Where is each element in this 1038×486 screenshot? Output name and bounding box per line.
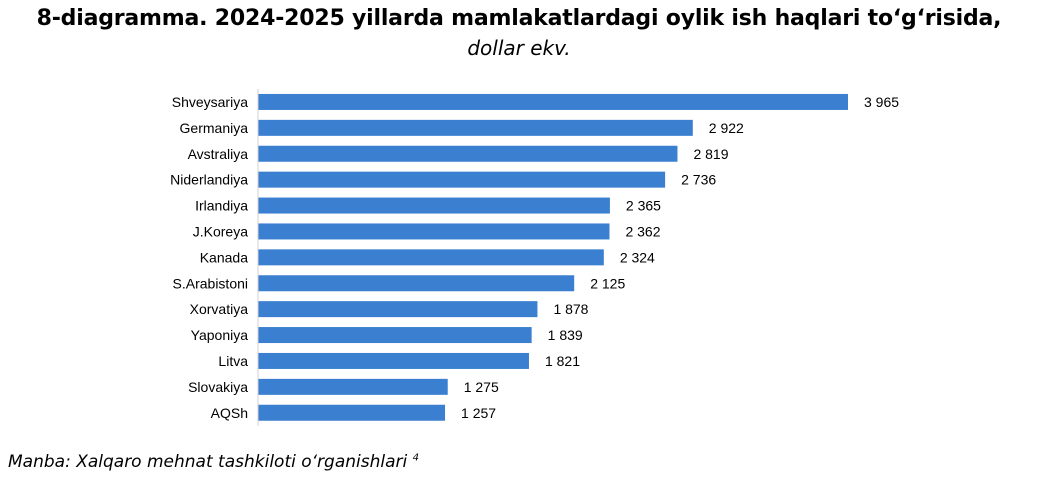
source-note: Manba: Xalqaro mehnat tashkiloti o‘rgani… [8,452,419,472]
value-label: 3 965 [864,94,899,110]
value-label: 2 922 [709,120,744,136]
bar [258,249,604,266]
bar [258,223,610,240]
value-label: 1 839 [548,327,583,343]
bar [258,145,678,162]
category-label: J.Koreya [193,223,248,239]
value-label: 1 878 [553,301,588,317]
category-label: Germaniya [180,120,249,136]
category-label: Xorvatiya [190,301,249,317]
chart-title-block: 8-diagramma. 2024-2025 yillarda mamlakat… [0,4,1038,62]
value-label: 2 362 [625,223,660,239]
category-label: Irlandiya [195,198,248,214]
value-label: 2 324 [620,249,655,265]
value-label: 2 736 [681,172,716,188]
bar [258,197,610,214]
value-label: 1 821 [545,353,580,369]
category-label: S.Arabistoni [173,275,248,291]
bar [258,301,538,318]
bar [258,93,848,110]
bar [258,404,446,421]
value-label: 1 257 [461,405,496,421]
bar [258,378,448,395]
bar [258,275,575,292]
category-label: Niderlandiya [170,172,248,188]
chart-subtitle: dollar ekv. [467,36,571,60]
category-label: AQSh [211,405,248,421]
category-label: Slovakiya [188,379,248,395]
value-label: 2 365 [626,198,661,214]
source-text: Manba: Xalqaro mehnat tashkiloti o‘rgani… [8,452,408,472]
value-label: 2 819 [693,146,728,162]
bar [258,327,532,344]
bar [258,171,666,188]
chart-title: 8-diagramma. 2024-2025 yillarda mamlakat… [36,6,1002,31]
category-label: Shveysariya [172,94,248,110]
category-label: Kanada [200,249,248,265]
category-label: Avstraliya [188,146,249,162]
category-label: Yaponiya [191,327,249,343]
value-label: 2 125 [590,275,625,291]
bar [258,119,693,136]
bar [258,352,529,369]
value-label: 1 275 [464,379,499,395]
footnote-marker: 4 [412,452,420,464]
category-label: Litva [218,353,248,369]
